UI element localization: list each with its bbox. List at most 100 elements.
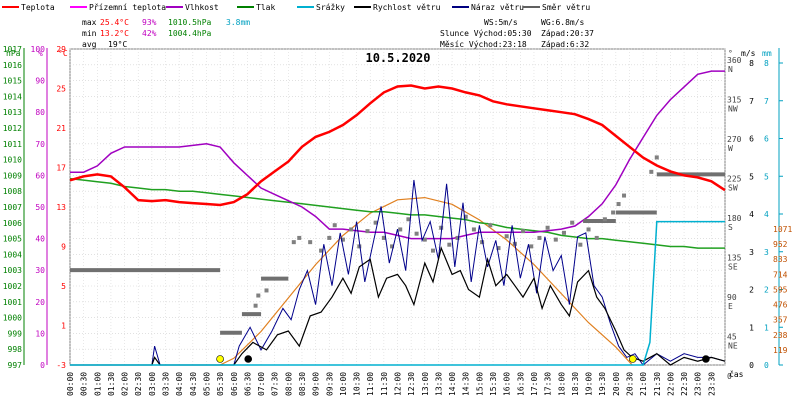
tick-wind-dir-name: E <box>728 302 733 311</box>
tick-temperature: 29 <box>56 45 66 54</box>
tick-pressure: 1017 <box>3 45 22 54</box>
tick-wind-dir: 225 <box>727 175 742 184</box>
tick-x: 02:30 <box>134 372 143 396</box>
tick-x: 08:30 <box>298 372 307 396</box>
tick-x: 22:00 <box>666 372 675 396</box>
tick-pressure: 1013 <box>3 108 22 117</box>
axes: 1017101610151014101310121011101010091008… <box>3 45 793 396</box>
tick-pressure: 997 <box>8 361 23 370</box>
stat-max-hum: 93% <box>142 18 157 27</box>
tick-wind-speed: 7 <box>749 97 754 106</box>
moonset-marker <box>244 355 253 363</box>
wind-dir-point <box>373 220 378 225</box>
tick-x: 13:30 <box>434 372 443 396</box>
tick-x: 13:00 <box>421 372 430 396</box>
tick-humidity: 30 <box>35 266 45 275</box>
tick-temperature: 17 <box>56 164 66 173</box>
tick-wind-dir: 360 <box>727 56 742 65</box>
wind-dir-point <box>422 237 427 242</box>
wind-dir-point <box>390 244 395 249</box>
wind-dir-point <box>308 240 313 245</box>
stat-ws: WS:5m/s <box>484 18 518 27</box>
tick-wind-dir: 45 <box>727 333 737 342</box>
wind-dir-point <box>327 235 332 240</box>
tick-x: 19:00 <box>585 372 594 396</box>
wind-dir-point <box>611 210 616 215</box>
tick-pressure: 1007 <box>3 203 22 212</box>
tick-solar: 119 <box>773 346 788 355</box>
tick-wind-dir: 270 <box>727 135 742 144</box>
tick-pressure: 1010 <box>3 156 22 165</box>
tick-temperature: -3 <box>56 361 66 370</box>
series-wind-speed <box>70 246 726 366</box>
axis-unit-wind-speed: m/s <box>741 49 756 58</box>
tick-pressure: 1011 <box>3 140 22 149</box>
series-wind-gust <box>70 179 726 366</box>
wind-dir-point <box>570 220 575 225</box>
wind-dir-point <box>398 227 403 232</box>
tick-pressure: 1009 <box>3 171 22 180</box>
stat-max-precip: 3.8mm <box>226 18 250 27</box>
tick-humidity: 50 <box>35 203 45 212</box>
tick-wind-speed: 4 <box>749 210 754 219</box>
stat-avg-label: avg <box>82 40 97 49</box>
wind-dir-point <box>521 229 526 234</box>
series-solar-radiation <box>219 196 633 366</box>
tick-x: 06:30 <box>243 372 252 396</box>
wind-dir-point <box>496 246 501 251</box>
tick-x: 03:30 <box>162 372 171 396</box>
tick-pressure: 1016 <box>3 61 22 70</box>
legend-label: Náraz větru <box>471 3 524 12</box>
tick-x: 20:30 <box>625 372 634 396</box>
legend-label: Teplota <box>21 3 55 12</box>
moonrise-marker <box>702 355 710 363</box>
tick-pressure: 1008 <box>3 187 22 196</box>
legend-label: Přízemní teplota <box>89 3 166 12</box>
legend-label: Tlak <box>256 3 275 12</box>
tick-x: 05:00 <box>202 372 211 396</box>
stat-min-temp: 13.2°C <box>100 29 129 38</box>
tick-x: 00:30 <box>80 372 89 396</box>
tick-solar: 1071 <box>773 225 792 234</box>
tick-x: 21:00 <box>639 372 648 396</box>
tick-x: 04:00 <box>175 372 184 396</box>
series-temperature <box>69 84 726 207</box>
tick-humidity: 70 <box>35 140 45 149</box>
wind-dir-point <box>447 242 452 247</box>
tick-pressure: 1015 <box>3 77 22 86</box>
wind-dir-point <box>455 235 460 240</box>
wind-dir-point <box>504 234 509 239</box>
tick-x: 06:00 <box>230 372 239 396</box>
wind-dir-point <box>253 303 258 308</box>
tick-x: 18:30 <box>571 372 580 396</box>
tick-x: 20:00 <box>612 372 621 396</box>
tick-pressure: 1012 <box>3 124 22 133</box>
tick-humidity: 0 <box>40 361 45 370</box>
tick-x: 21:30 <box>653 372 662 396</box>
stat-max-temp: 25.4°C <box>100 18 129 27</box>
tick-pressure: 1005 <box>3 235 22 244</box>
tick-wind-speed: 3 <box>749 248 754 257</box>
wind-dir-point <box>578 242 583 247</box>
tick-temperature: 25 <box>56 85 66 94</box>
stats-panel: max 25.4°C 93% 1010.5hPa 3.8mm min 13.2°C 42% 10… <box>82 18 594 49</box>
tick-pressure: 998 <box>8 345 23 354</box>
wind-dir-point <box>381 235 386 240</box>
tick-precip: 6 <box>764 135 769 144</box>
tick-pressure: 1002 <box>3 282 22 291</box>
wind-dir-point <box>414 231 419 236</box>
tick-x: 12:00 <box>394 372 403 396</box>
markers <box>216 355 710 363</box>
wind-dir-point <box>291 240 296 245</box>
stat-avg-temp: 19°C <box>108 40 127 49</box>
tick-x: 23:00 <box>694 372 703 396</box>
tick-x: 03:00 <box>148 372 157 396</box>
tick-solar: 595 <box>773 285 788 294</box>
tick-x: 17:30 <box>544 372 553 396</box>
tick-pressure: 1001 <box>3 298 22 307</box>
tick-precip: 3 <box>764 248 769 257</box>
tick-solar: 714 <box>773 270 788 279</box>
tick-precip: 2 <box>764 286 769 295</box>
tick-x: 19:30 <box>598 372 607 396</box>
tick-wind-dir: 135 <box>727 254 742 263</box>
